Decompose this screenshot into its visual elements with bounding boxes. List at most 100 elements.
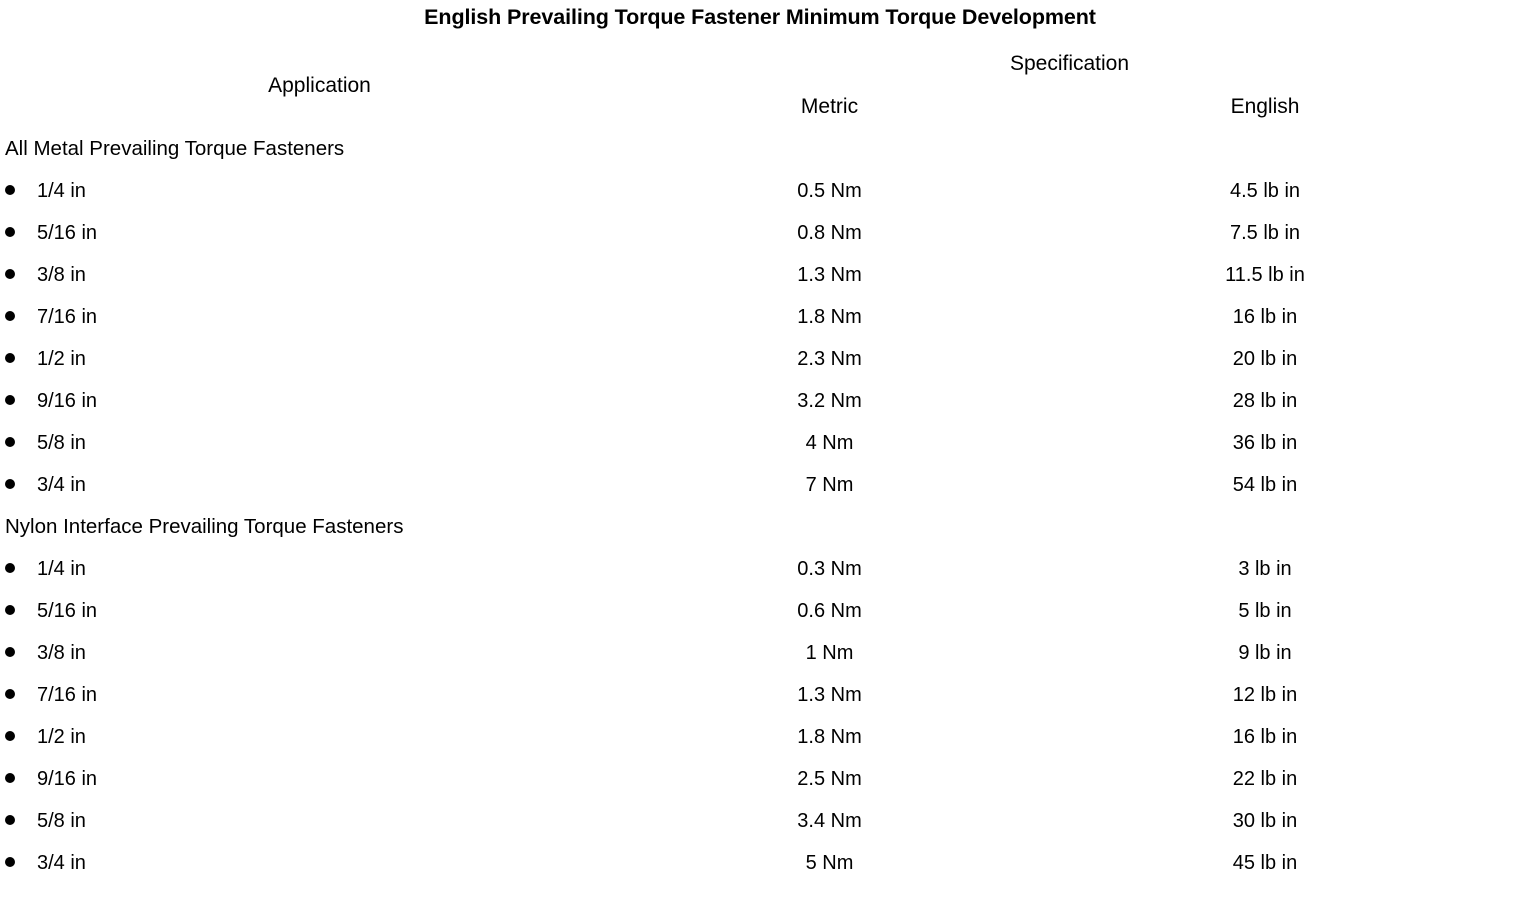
table-body: Application Specification Metric English All… — [5, 43, 1505, 884]
cell-metric-value: 5 Nm — [805, 851, 854, 874]
page-title: English Prevailing Torque Fastener Minim… — [424, 5, 1096, 29]
application-label: 5/8 in — [37, 809, 86, 832]
table-row: 5/16 in 0.8 Nm 7.5 lb in — [5, 212, 1505, 254]
application-label: 3/4 in — [37, 473, 86, 496]
column-header-metric: Metric — [800, 94, 859, 118]
cell-english-value: 12 lb in — [1232, 683, 1298, 706]
table-row: 9/16 in 3.2 Nm 28 lb in — [5, 380, 1505, 422]
table-row: 1/4 in 0.3 Nm 3 lb in — [5, 548, 1505, 590]
bullet-icon — [5, 773, 15, 784]
section-heading: Nylon Interface Prevailing Torque Fasten… — [5, 515, 404, 538]
cell-english-value: 16 lb in — [1232, 305, 1298, 328]
cell-metric-value: 2.3 Nm — [797, 347, 862, 370]
application-label: 7/16 in — [37, 683, 98, 706]
application-label: 3/8 in — [37, 263, 86, 286]
cell-english-value: 30 lb in — [1232, 809, 1298, 832]
table-header-row-top: Application Specification — [5, 43, 1505, 96]
cell-english-value: 11.5 lb in — [1225, 263, 1305, 286]
cell-metric-value: 3.2 Nm — [797, 389, 862, 412]
application-label: 5/8 in — [37, 431, 86, 454]
cell-metric-value: 1.3 Nm — [797, 263, 862, 286]
bullet-icon — [5, 857, 15, 868]
cell-english-value: 22 lb in — [1232, 767, 1298, 790]
cell-application: 3/4 in — [5, 464, 634, 506]
cell-application: 1/4 in — [5, 170, 634, 212]
cell-metric-value: 1.8 Nm — [797, 725, 862, 748]
table-row: 7/16 in 1.8 Nm 16 lb in — [5, 296, 1505, 338]
application-label: 3/8 in — [37, 641, 86, 664]
cell-english-value: 20 lb in — [1232, 347, 1298, 370]
cell-english-value: 36 lb in — [1232, 431, 1298, 454]
bullet-icon — [5, 605, 15, 616]
cell-english-value: 28 lb in — [1232, 389, 1298, 412]
cell-english-value: 4.5 lb in — [1229, 179, 1301, 202]
column-header-specification: Specification — [1009, 52, 1130, 76]
table-row: 7/16 in 1.3 Nm 12 lb in — [5, 674, 1505, 716]
bullet-icon — [5, 689, 15, 700]
column-header-english: English — [1230, 94, 1300, 118]
table-row: 3/4 in 5 Nm 45 lb in — [5, 842, 1505, 884]
application-label: 1/2 in — [37, 725, 86, 748]
cell-english-value: 9 lb in — [1238, 641, 1292, 664]
cell-application: 5/16 in — [5, 212, 634, 254]
application-label: 1/4 in — [37, 179, 86, 202]
cell-application: 5/8 in — [5, 422, 634, 464]
cell-english-value: 16 lb in — [1232, 725, 1298, 748]
cell-english-value: 45 lb in — [1232, 851, 1298, 874]
application-label: 1/2 in — [37, 347, 86, 370]
cell-english-value: 7.5 lb in — [1229, 221, 1301, 244]
table-row: 3/8 in 1.3 Nm 11.5 lb in — [5, 254, 1505, 296]
bullet-icon — [5, 227, 15, 238]
section-header-row: All Metal Prevailing Torque Fasteners — [5, 128, 1505, 170]
bullet-icon — [5, 395, 15, 406]
application-label: 1/4 in — [37, 557, 86, 580]
cell-application: 3/8 in — [5, 254, 634, 296]
column-header-application: Application — [268, 73, 371, 97]
cell-application: 3/8 in — [5, 632, 634, 674]
application-label: 5/16 in — [37, 599, 98, 622]
cell-application: 7/16 in — [5, 674, 634, 716]
cell-metric-value: 7 Nm — [805, 473, 854, 496]
bullet-icon — [5, 479, 15, 490]
cell-metric-value: 1 Nm — [805, 641, 854, 664]
cell-metric-value: 1.8 Nm — [797, 305, 862, 328]
cell-metric-value: 4 Nm — [805, 431, 854, 454]
table-row: 3/4 in 7 Nm 54 lb in — [5, 464, 1505, 506]
cell-metric-value: 2.5 Nm — [797, 767, 862, 790]
cell-application: 9/16 in — [5, 380, 634, 422]
table-row: 3/8 in 1 Nm 9 lb in — [5, 632, 1505, 674]
cell-application: 1/2 in — [5, 716, 634, 758]
bullet-icon — [5, 437, 15, 448]
cell-english-value: 3 lb in — [1238, 557, 1292, 580]
cell-metric-value: 0.6 Nm — [797, 599, 862, 622]
cell-english-value: 54 lb in — [1232, 473, 1298, 496]
bullet-icon — [5, 311, 15, 322]
application-label: 9/16 in — [37, 767, 98, 790]
cell-metric-value: 1.3 Nm — [797, 683, 862, 706]
cell-application: 9/16 in — [5, 758, 634, 800]
application-label: 7/16 in — [37, 305, 98, 328]
cell-application: 7/16 in — [5, 296, 634, 338]
bullet-icon — [5, 647, 15, 658]
table-row: 5/8 in 4 Nm 36 lb in — [5, 422, 1505, 464]
table-row: 9/16 in 2.5 Nm 22 lb in — [5, 758, 1505, 800]
bullet-icon — [5, 815, 15, 826]
cell-metric-value: 3.4 Nm — [797, 809, 862, 832]
cell-application: 1/4 in — [5, 548, 634, 590]
bullet-icon — [5, 269, 15, 280]
bullet-icon — [5, 731, 15, 742]
bullet-icon — [5, 353, 15, 364]
cell-metric-value: 0.3 Nm — [797, 557, 862, 580]
section-header-row: Nylon Interface Prevailing Torque Fasten… — [5, 506, 1505, 548]
table-row: 5/16 in 0.6 Nm 5 lb in — [5, 590, 1505, 632]
table-row: 1/2 in 2.3 Nm 20 lb in — [5, 338, 1505, 380]
application-label: 3/4 in — [37, 851, 86, 874]
application-label: 5/16 in — [37, 221, 98, 244]
cell-application: 5/16 in — [5, 590, 634, 632]
cell-metric-value: 0.8 Nm — [797, 221, 862, 244]
cell-application: 5/8 in — [5, 800, 634, 842]
bullet-icon — [5, 185, 15, 196]
torque-specification-table: Application Specification Metric English All… — [5, 43, 1505, 884]
cell-application: 3/4 in — [5, 842, 634, 884]
